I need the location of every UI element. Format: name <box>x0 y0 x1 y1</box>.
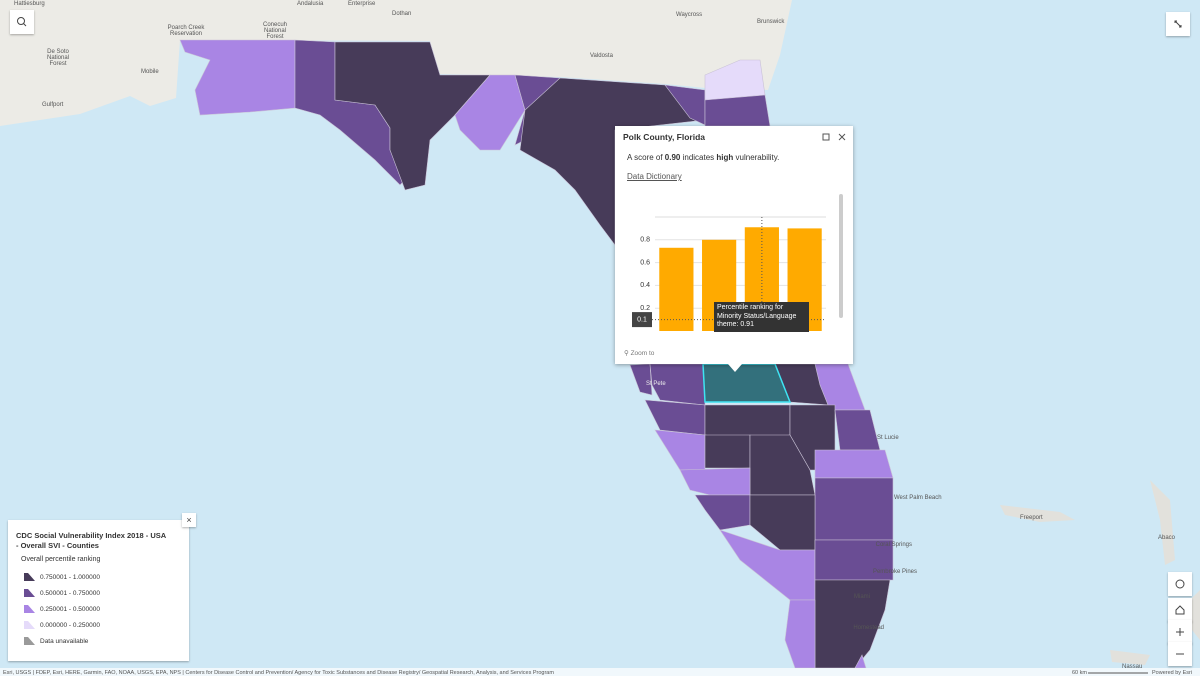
county[interactable] <box>704 434 751 469</box>
county[interactable] <box>179 39 296 116</box>
zoom-in-button[interactable] <box>1168 620 1192 644</box>
place-label: St Lucie <box>877 435 899 441</box>
zoom-out-button[interactable] <box>1168 642 1192 666</box>
legend-label: Data unavailable <box>40 638 89 645</box>
county[interactable] <box>679 467 751 496</box>
y-tick-label: 0.4 <box>640 282 650 289</box>
counties <box>179 39 894 669</box>
selected-county[interactable] <box>702 363 792 403</box>
summary-level: high <box>716 153 734 162</box>
legend-swatch <box>24 589 35 597</box>
legend-items: 0.750001 - 1.000000 0.500001 - 0.750000 0.… <box>24 573 100 645</box>
scrollbar <box>839 194 843 318</box>
popup-pointer <box>728 364 742 372</box>
place-label: Miami <box>854 594 870 600</box>
legend-swatch <box>24 637 35 645</box>
summary-text: vulnerability. <box>733 153 780 162</box>
place-label: Conecuh <box>263 22 287 28</box>
county[interactable] <box>694 494 751 531</box>
place-label: Reservation <box>170 31 202 37</box>
land <box>0 0 792 126</box>
place-label: Forest <box>266 34 283 40</box>
county[interactable] <box>454 74 526 151</box>
fullscreen-button[interactable] <box>1166 12 1190 36</box>
legend-swatch <box>24 573 35 581</box>
place-label: Dothan <box>392 11 411 17</box>
place-label: Freeport <box>1020 515 1043 521</box>
place-label: Pembroke Pines <box>873 569 917 575</box>
place-label: Forest <box>49 61 66 67</box>
place-label: Mobile <box>141 69 159 75</box>
zoom-to[interactable]: ⚲ Zoom to <box>624 350 655 357</box>
place-label: Valdosta <box>590 53 614 59</box>
place-label: National <box>264 28 286 34</box>
y-tick-label: 0.8 <box>640 237 650 244</box>
legend-swatch <box>24 605 35 613</box>
attribution: Esri, USGS | FDEP, Esri, HERE, Garmin, F… <box>3 670 554 676</box>
place-label: Gulfport <box>42 102 64 108</box>
place-label: Coral Springs <box>876 542 912 548</box>
county[interactable] <box>654 429 706 471</box>
popup-summary: A score of 0.90 indicates high vulnerabi… <box>627 153 779 162</box>
county[interactable] <box>834 409 881 451</box>
county[interactable] <box>334 41 491 191</box>
legend-label: 0.000000 - 0.250000 <box>40 622 100 629</box>
powered-by: Powered by Esri <box>1152 670 1192 676</box>
place-label: Poarch Creek <box>168 25 206 31</box>
legend-subtitle: Overall percentile ranking <box>21 556 101 563</box>
summary-score: 0.90 <box>664 153 681 162</box>
crosshair-label-box <box>632 312 652 328</box>
summary-text: indicates <box>680 153 717 162</box>
legend-label: 0.250001 - 0.500000 <box>40 606 100 613</box>
county[interactable] <box>649 363 706 406</box>
chart-tooltip: Percentile ranking for Minority Status/L… <box>714 302 809 332</box>
legend-label: 0.500001 - 0.750000 <box>40 590 100 597</box>
crosshair-label: 0.1 <box>637 316 647 323</box>
place-label: De Soto <box>47 49 69 55</box>
county[interactable] <box>644 399 706 436</box>
place-label: Abaco <box>1158 535 1176 541</box>
legend: CDC Social Vulnerability Index 2018 - US… <box>8 520 189 661</box>
place-label: Andalusia <box>297 1 324 7</box>
place-label: Waycross <box>676 12 702 18</box>
place-label: West Palm Beach <box>894 495 942 501</box>
popup: Polk County, Florida A score of 0.90 ind… <box>615 126 853 372</box>
place-label: St Pete <box>646 381 666 387</box>
place-label: Homestead <box>853 625 884 631</box>
data-dictionary-link[interactable]: Data Dictionary <box>627 172 682 181</box>
county[interactable] <box>629 363 653 396</box>
bahamas <box>1000 480 1200 665</box>
y-tick-label: 0.6 <box>640 259 650 266</box>
place-label: National <box>47 55 69 61</box>
attribution-bar <box>0 668 1200 676</box>
summary-text: A score of <box>627 153 665 162</box>
county[interactable] <box>814 579 891 669</box>
county[interactable] <box>814 449 894 479</box>
legend-swatch <box>24 621 35 629</box>
zoom-to-label: Zoom to <box>630 350 655 357</box>
place-label: Hattiesburg <box>14 1 45 7</box>
county[interactable] <box>814 477 894 541</box>
legend-title: CDC Social Vulnerability Index 2018 - US… <box>16 531 166 550</box>
search-button[interactable] <box>10 10 34 34</box>
locate-button[interactable] <box>1168 572 1192 596</box>
county[interactable] <box>749 494 816 551</box>
county[interactable] <box>704 94 771 127</box>
place-label: Enterprise <box>348 1 376 7</box>
bar <box>659 247 694 331</box>
popup-title: Polk County, Florida <box>623 132 706 142</box>
place-label: Brunswick <box>757 19 785 25</box>
legend-close[interactable]: × <box>182 513 196 527</box>
home-button[interactable] <box>1168 598 1192 622</box>
map-labels: Hattiesburg Andalusia Enterprise Dothan … <box>14 1 1176 670</box>
legend-label: 0.750001 - 1.000000 <box>40 574 100 581</box>
place-label: Nassau <box>1122 664 1142 670</box>
y-tick-label: 0.2 <box>640 305 650 312</box>
scale-label: 60 km <box>1072 670 1087 676</box>
county[interactable] <box>814 539 894 581</box>
popup-actions[interactable] <box>820 132 850 144</box>
county[interactable] <box>784 599 816 669</box>
